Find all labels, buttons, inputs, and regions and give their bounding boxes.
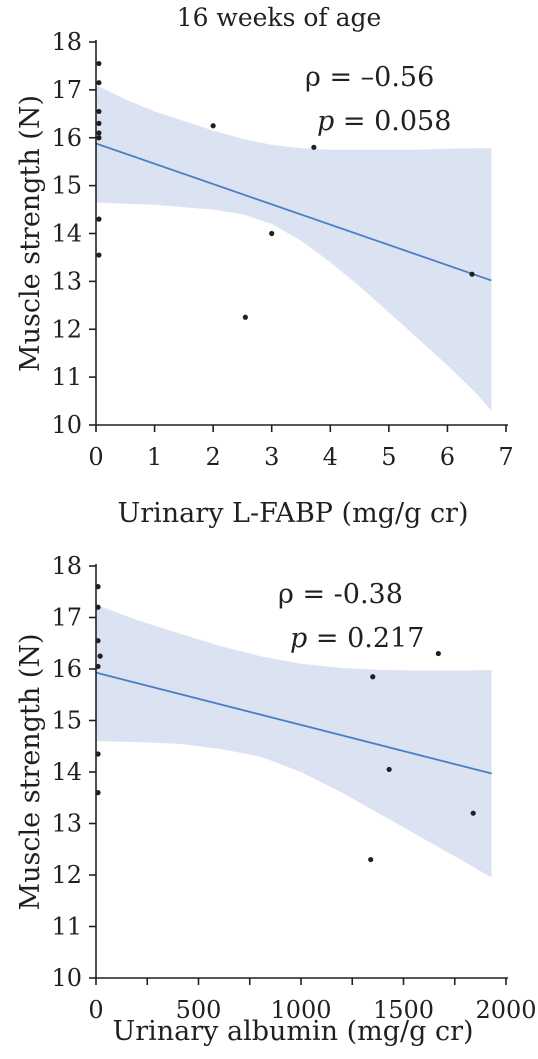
p-value: = 0.217 bbox=[307, 623, 424, 654]
confidence-band bbox=[96, 85, 492, 411]
y-tick-label: 12 bbox=[51, 861, 82, 889]
rho-annotation: ρ = –0.56 bbox=[305, 62, 434, 93]
y-tick-label: 10 bbox=[51, 964, 82, 992]
data-point bbox=[386, 766, 392, 773]
p-annotation: p = 0.217 bbox=[290, 623, 424, 654]
x-tick-label: 4 bbox=[323, 443, 338, 471]
y-tick-label: 10 bbox=[51, 411, 82, 439]
y-tick-label: 16 bbox=[51, 655, 82, 683]
data-point bbox=[95, 663, 101, 670]
y-tick-label: 18 bbox=[51, 28, 82, 56]
regression-line bbox=[95, 142, 492, 282]
x-tick-label: 7 bbox=[498, 443, 513, 471]
data-point bbox=[435, 650, 441, 657]
rho-annotation: ρ = -0.38 bbox=[278, 579, 403, 610]
data-point bbox=[311, 144, 317, 150]
y-tick-label: 13 bbox=[51, 267, 82, 295]
y-tick-label: 15 bbox=[51, 707, 82, 735]
x-axis-label: Urinary L-FABP (mg/g cr) bbox=[118, 498, 469, 529]
data-point bbox=[210, 123, 216, 129]
data-point bbox=[96, 120, 102, 126]
x-tick-label: 5 bbox=[381, 443, 396, 471]
y-tick-label: 16 bbox=[51, 124, 82, 152]
y-tick-label: 11 bbox=[51, 913, 82, 941]
data-point bbox=[96, 252, 102, 258]
x-tick-label: 2000 bbox=[475, 996, 536, 1024]
x-tick-label: 0 bbox=[88, 443, 103, 471]
data-point bbox=[242, 314, 248, 320]
data-point bbox=[368, 856, 374, 863]
y-tick-label: 14 bbox=[51, 758, 82, 786]
y-tick-label: 13 bbox=[51, 810, 82, 838]
regression-line bbox=[95, 671, 492, 775]
data-point bbox=[96, 108, 102, 115]
p-symbol: p bbox=[317, 106, 334, 137]
panel-albumin: 10 11 12 13 14 15 16 17 18 0 500 1000 1500 2000Urinar… bbox=[15, 552, 537, 1047]
x-tick-label: 2 bbox=[206, 443, 221, 471]
x-tick-label: 0 bbox=[88, 996, 103, 1024]
y-tick-label: 18 bbox=[51, 552, 82, 580]
p-annotation: p = 0.058 bbox=[317, 106, 451, 137]
data-point bbox=[95, 790, 101, 796]
y-tick-label: 17 bbox=[51, 604, 82, 632]
data-point bbox=[95, 604, 101, 610]
x-tick-label: 3 bbox=[264, 443, 279, 471]
p-symbol: p bbox=[290, 623, 307, 654]
data-point bbox=[95, 584, 101, 590]
data-point bbox=[96, 135, 102, 141]
data-point bbox=[95, 638, 101, 644]
data-point bbox=[470, 810, 476, 816]
x-axis-label: Urinary albumin (mg/g cr) bbox=[112, 1016, 473, 1047]
x-tick-label: 500 bbox=[176, 996, 222, 1024]
y-tick-label: 14 bbox=[51, 220, 82, 248]
confidence-band bbox=[96, 604, 492, 878]
y-tick-label: 17 bbox=[51, 76, 82, 104]
data-point bbox=[95, 751, 101, 757]
x-tick-label: 6 bbox=[440, 443, 455, 471]
data-point bbox=[96, 80, 102, 86]
x-tick-label: 1000 bbox=[270, 996, 331, 1024]
x-tick-label: 1 bbox=[147, 443, 162, 471]
y-tick-label: 12 bbox=[51, 315, 82, 343]
data-point bbox=[269, 230, 275, 237]
data-point bbox=[97, 653, 103, 659]
data-point bbox=[96, 60, 102, 67]
y-tick-label: 15 bbox=[51, 172, 82, 200]
x-tick-label: 1500 bbox=[373, 996, 434, 1024]
y-axis-label: Muscle strength (N) bbox=[15, 634, 46, 911]
data-point bbox=[96, 130, 102, 136]
y-tick-label: 11 bbox=[51, 363, 82, 391]
data-point bbox=[96, 216, 102, 222]
data-point bbox=[469, 271, 475, 277]
y-axis-label: Muscle strength (N) bbox=[15, 95, 46, 372]
data-point bbox=[370, 674, 376, 680]
chart-title: 16 weeks of age bbox=[177, 3, 382, 32]
p-value: = 0.058 bbox=[334, 106, 451, 137]
